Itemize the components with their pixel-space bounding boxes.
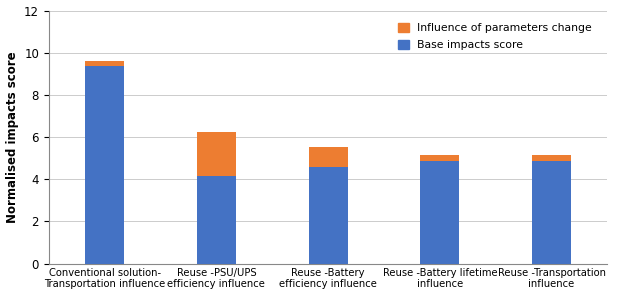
Bar xyxy=(197,132,236,176)
Bar xyxy=(85,61,124,66)
Y-axis label: Normalised impacts score: Normalised impacts score xyxy=(6,51,19,223)
Bar xyxy=(532,155,571,161)
Bar xyxy=(309,147,348,167)
Bar xyxy=(532,161,571,264)
Bar xyxy=(85,66,124,264)
Bar xyxy=(420,161,459,264)
Bar xyxy=(420,155,459,161)
Bar xyxy=(197,176,236,264)
Bar xyxy=(309,167,348,264)
Legend: Influence of parameters change, Base impacts score: Influence of parameters change, Base imp… xyxy=(394,19,597,54)
